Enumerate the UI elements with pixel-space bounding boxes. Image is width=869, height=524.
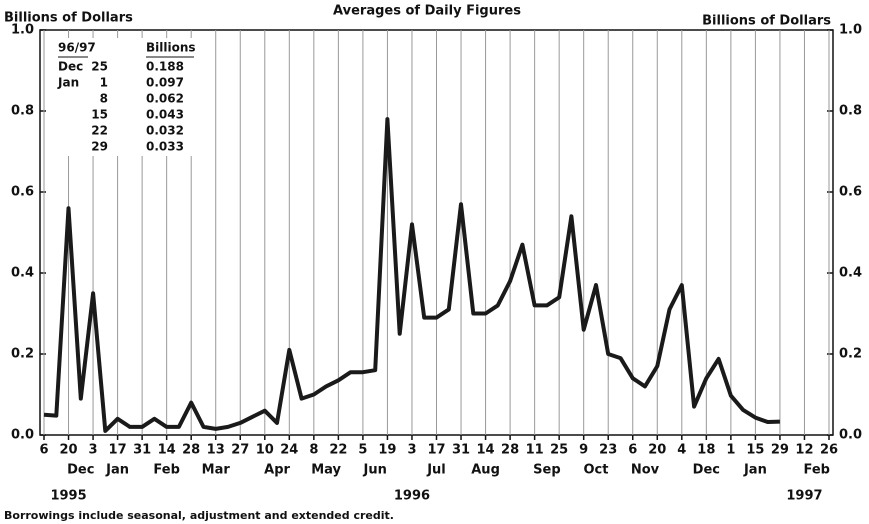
inset-day: 25 (91, 60, 108, 74)
data-line (43, 117, 780, 433)
x-tick-label: 3 (407, 443, 416, 458)
month-label: Dec (693, 463, 720, 478)
x-tick-label: 22 (329, 443, 347, 458)
inset-day: 22 (91, 124, 108, 138)
year-label: 1996 (394, 489, 430, 504)
month-label: Dec (67, 463, 94, 478)
inset-day: 8 (100, 92, 108, 106)
x-tick-label: 5 (358, 443, 367, 458)
x-tick-label: 3 (89, 443, 98, 458)
y-tick-label: 0.8 (11, 104, 34, 119)
x-tick-label: 4 (677, 443, 686, 458)
y2-tick-label: 0.2 (839, 347, 862, 362)
inset-value: 0.188 (146, 60, 184, 74)
x-tick-label: 17 (109, 443, 127, 458)
x-tick-label: 18 (697, 443, 715, 458)
y2-axis-label: Billions of Dollars (702, 14, 831, 29)
inset-header: 96/97 (58, 41, 96, 55)
x-tick-label: 25 (550, 443, 568, 458)
x-tick-label: 27 (231, 443, 249, 458)
x-tick-label: 20 (648, 443, 666, 458)
x-tick-label: 6 (39, 443, 48, 458)
y2-tick-label: 0.6 (839, 185, 862, 200)
month-label: Apr (264, 463, 290, 478)
month-label: Sep (533, 463, 561, 478)
month-label: Jun (362, 463, 386, 478)
y-tick-label: 1.0 (11, 23, 34, 38)
footnote: Borrowings include seasonal, adjustment … (4, 509, 394, 522)
x-tick-label: 24 (280, 443, 298, 458)
x-tick-label: 26 (820, 443, 838, 458)
y2-tick-label: 0.0 (839, 428, 862, 443)
x-tick-label: 28 (182, 443, 200, 458)
month-label: May (311, 463, 341, 478)
y2-tick-label: 0.4 (839, 266, 862, 281)
y-axis-label: Billions of Dollars (4, 11, 133, 26)
x-tick-label: 31 (133, 443, 151, 458)
month-label: Jan (105, 463, 129, 478)
y-tick-label: 0.4 (11, 266, 34, 281)
x-tick-label: 20 (59, 443, 77, 458)
inset-month: Jan (57, 76, 79, 90)
inset-background (50, 38, 206, 156)
month-label: Jul (426, 463, 446, 478)
y-tick-label: 0.0 (11, 428, 34, 443)
x-tick-label: 15 (746, 443, 764, 458)
x-tick-label: 31 (452, 443, 470, 458)
inset-value: 0.062 (146, 92, 184, 106)
x-tick-label: 11 (526, 443, 544, 458)
x-tick-label: 9 (579, 443, 588, 458)
y2-tick-label: 0.8 (839, 104, 862, 119)
inset-day: 15 (91, 108, 108, 122)
month-label: Jan (743, 463, 767, 478)
month-label: Aug (471, 463, 500, 478)
inset-value: 0.097 (146, 76, 184, 90)
y-tick-label: 0.6 (11, 185, 34, 200)
year-label: 1997 (786, 489, 822, 504)
y2-tick-label: 1.0 (839, 23, 862, 38)
x-tick-label: 10 (256, 443, 274, 458)
x-tick-label: 28 (501, 443, 519, 458)
inset-header: Billions (146, 41, 196, 55)
inset-day: 29 (91, 140, 108, 154)
x-tick-label: 12 (795, 443, 813, 458)
x-tick-label: 19 (378, 443, 396, 458)
x-tick-label: 8 (309, 443, 318, 458)
y-tick-label: 0.2 (11, 347, 34, 362)
x-tick-label: 13 (207, 443, 225, 458)
x-tick-label: 14 (477, 443, 495, 458)
month-label: Feb (803, 463, 829, 478)
month-label: Nov (631, 463, 660, 478)
inset-value: 0.032 (146, 124, 184, 138)
x-tick-label: 14 (158, 443, 176, 458)
x-tick-label: 17 (427, 443, 445, 458)
x-tick-label: 1 (726, 443, 735, 458)
month-label: Oct (583, 463, 608, 478)
x-tick-label: 6 (628, 443, 637, 458)
year-label: 1995 (50, 489, 86, 504)
inset-day: 1 (100, 76, 108, 90)
month-label: Mar (202, 463, 231, 478)
x-tick-label: 23 (599, 443, 617, 458)
inset-month: Dec (58, 60, 83, 74)
x-tick-label: 29 (771, 443, 789, 458)
inset-value: 0.043 (146, 108, 184, 122)
month-label: Feb (153, 463, 179, 478)
chart-title: Averages of Daily Figures (333, 4, 521, 19)
inset-value: 0.033 (146, 140, 184, 154)
